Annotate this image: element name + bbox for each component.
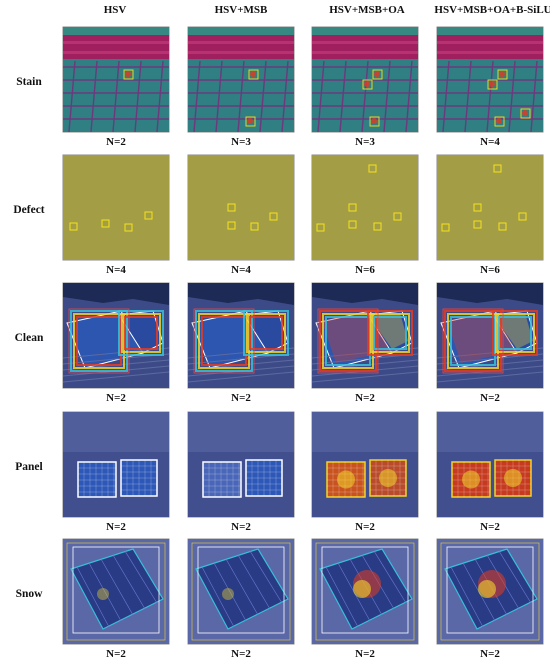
defect-3-count-label: N=6 [355, 264, 375, 276]
defect-1-heatmap-image [63, 155, 169, 260]
snow-4-heatmap-image [437, 539, 543, 644]
defect-4-count-label: N=6 [480, 264, 500, 276]
stain-2-heatmap-image [188, 27, 294, 132]
defect-2-heatmap-image [188, 155, 294, 260]
clean-2-heatmap-image [188, 283, 294, 388]
panel-2-heatmap-image [188, 412, 294, 517]
defect-3-heatmap-image [312, 155, 418, 260]
row-label-panel: Panel [15, 461, 43, 473]
stain-3-heatmap-image [312, 27, 418, 132]
panel-3-heatmap-image [312, 412, 418, 517]
clean-2-count-label: N=2 [231, 392, 251, 404]
stain-4-count-label: N=4 [480, 136, 500, 148]
stain-4-heatmap-image [437, 27, 543, 132]
snow-1-heatmap-image [63, 539, 169, 644]
stain-1-heatmap-image [63, 27, 169, 132]
panel-4-heatmap-image [437, 412, 543, 517]
defect-2-count-label: N=4 [231, 264, 251, 276]
snow-3-heatmap-image [312, 539, 418, 644]
snow-2-heatmap-image [188, 539, 294, 644]
column-header-hsv: HSV [103, 4, 127, 16]
column-header-hsv-msb-oa: HSV+MSB+OA [329, 4, 405, 16]
snow-3-count-label: N=2 [355, 648, 375, 660]
panel-1-count-label: N=2 [106, 521, 126, 533]
row-label-clean: Clean [14, 332, 44, 344]
row-label-defect: Defect [13, 204, 45, 216]
column-header-hsv-msb: HSV+MSB [214, 4, 268, 16]
panel-3-count-label: N=2 [355, 521, 375, 533]
clean-1-heatmap-image [63, 283, 169, 388]
defect-1-count-label: N=4 [106, 264, 126, 276]
panel-2-count-label: N=2 [231, 521, 251, 533]
panel-4-count-label: N=2 [480, 521, 500, 533]
stain-1-count-label: N=2 [106, 136, 126, 148]
row-label-snow: Snow [15, 588, 43, 600]
clean-3-heatmap-image [312, 283, 418, 388]
row-label-stain: Stain [16, 76, 42, 88]
column-header-hsv-msb-oa-bsilu: HSV+MSB+OA+B-SiLU [434, 4, 550, 16]
clean-4-heatmap-image [437, 283, 543, 388]
snow-2-count-label: N=2 [231, 648, 251, 660]
clean-4-count-label: N=2 [480, 392, 500, 404]
stain-3-count-label: N=3 [355, 136, 375, 148]
clean-3-count-label: N=2 [355, 392, 375, 404]
snow-1-count-label: N=2 [106, 648, 126, 660]
clean-1-count-label: N=2 [106, 392, 126, 404]
panel-1-heatmap-image [63, 412, 169, 517]
snow-4-count-label: N=2 [480, 648, 500, 660]
stain-2-count-label: N=3 [231, 136, 251, 148]
defect-4-heatmap-image [437, 155, 543, 260]
